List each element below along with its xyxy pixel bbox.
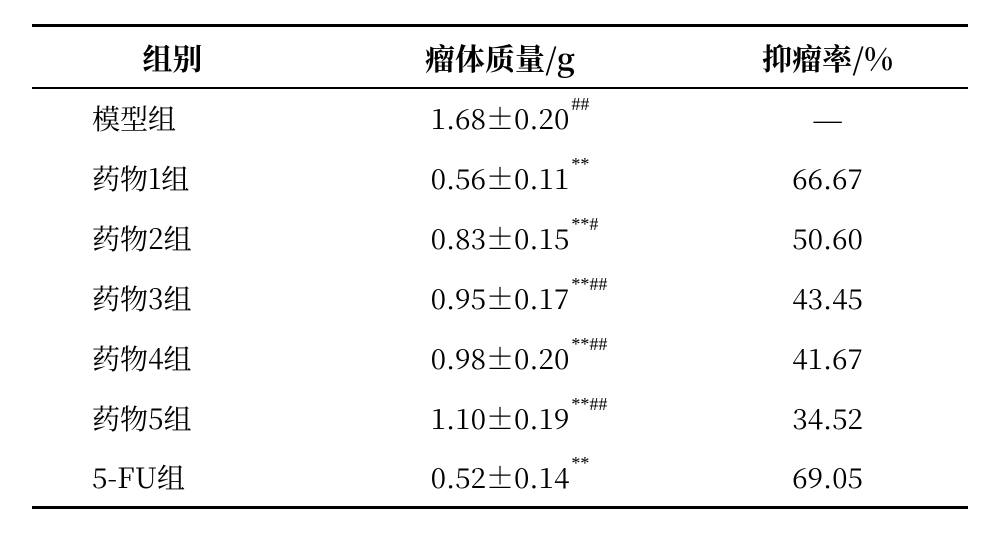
mass-text: 0.52±0.14 bbox=[431, 457, 570, 497]
mass-value: 1.10±0.19 **## bbox=[431, 404, 570, 432]
mass-sup: ## bbox=[571, 95, 589, 113]
cell-rate: 34.52 bbox=[687, 388, 968, 448]
mass-sup: **## bbox=[571, 275, 607, 293]
mass-value: 0.95±0.17 **## bbox=[431, 284, 570, 312]
cell-mass: 0.98±0.20 **## bbox=[313, 328, 687, 388]
mass-value: 0.83±0.15 **# bbox=[431, 224, 570, 252]
header-row: 组别 瘤体质量/g 抑瘤率/% bbox=[32, 26, 968, 88]
mass-sup: ** bbox=[571, 155, 589, 173]
mass-value: 0.98±0.20 **## bbox=[431, 344, 570, 372]
rate-value: — bbox=[814, 105, 842, 136]
cell-group: 模型组 bbox=[32, 88, 313, 148]
table-row: 药物3组 0.95±0.17 **## 43.45 bbox=[32, 268, 968, 328]
cell-mass: 0.52±0.14 ** bbox=[313, 448, 687, 508]
mass-sup: **## bbox=[571, 395, 607, 413]
rate-value: 43.45 bbox=[792, 278, 863, 318]
mass-sup: ** bbox=[571, 454, 589, 472]
cell-rate: 69.05 bbox=[687, 448, 968, 508]
mass-text: 0.83±0.15 bbox=[431, 218, 570, 258]
cell-group: 药物3组 bbox=[32, 268, 313, 328]
mass-text: 0.98±0.20 bbox=[431, 338, 570, 378]
header-mass: 瘤体质量/g bbox=[313, 26, 687, 88]
table-row: 5-FU组 0.52±0.14 ** 69.05 bbox=[32, 448, 968, 508]
cell-group: 药物4组 bbox=[32, 328, 313, 388]
table-body: 模型组 1.68±0.20 ## — 药物1组 0.56±0.11 ** bbox=[32, 88, 968, 508]
mass-text: 0.95±0.17 bbox=[431, 278, 570, 318]
table-row: 模型组 1.68±0.20 ## — bbox=[32, 88, 968, 148]
mass-value: 0.56±0.11 ** bbox=[431, 164, 570, 192]
rate-value: 66.67 bbox=[792, 158, 863, 198]
table-row: 药物2组 0.83±0.15 **# 50.60 bbox=[32, 208, 968, 268]
cell-rate: 50.60 bbox=[687, 208, 968, 268]
mass-value: 1.68±0.20 ## bbox=[431, 104, 570, 132]
header-group: 组别 bbox=[32, 26, 313, 88]
mass-value: 0.52±0.14 ** bbox=[431, 463, 570, 491]
mass-sup: **## bbox=[571, 335, 607, 353]
header-rate: 抑瘤率/% bbox=[687, 26, 968, 88]
tumor-table: 组别 瘤体质量/g 抑瘤率/% 模型组 1.68±0.20 ## — 药物1组 bbox=[32, 24, 968, 509]
cell-group: 药物1组 bbox=[32, 148, 313, 208]
rate-value: 41.67 bbox=[792, 338, 863, 378]
rate-value: 50.60 bbox=[792, 218, 863, 258]
table-row: 药物5组 1.10±0.19 **## 34.52 bbox=[32, 388, 968, 448]
table-row: 药物4组 0.98±0.20 **## 41.67 bbox=[32, 328, 968, 388]
cell-mass: 0.83±0.15 **# bbox=[313, 208, 687, 268]
cell-mass: 0.95±0.17 **## bbox=[313, 268, 687, 328]
rate-value: 69.05 bbox=[792, 457, 863, 497]
mass-sup: **# bbox=[571, 215, 598, 233]
mass-text: 1.10±0.19 bbox=[431, 398, 570, 438]
cell-mass: 1.10±0.19 **## bbox=[313, 388, 687, 448]
table-row: 药物1组 0.56±0.11 ** 66.67 bbox=[32, 148, 968, 208]
cell-rate: 41.67 bbox=[687, 328, 968, 388]
cell-rate: — bbox=[687, 88, 968, 148]
mass-text: 1.68±0.20 bbox=[431, 98, 570, 138]
cell-group: 5-FU组 bbox=[32, 448, 313, 508]
cell-rate: 66.67 bbox=[687, 148, 968, 208]
rate-value: 34.52 bbox=[792, 398, 863, 438]
cell-mass: 0.56±0.11 ** bbox=[313, 148, 687, 208]
cell-group: 药物5组 bbox=[32, 388, 313, 448]
cell-mass: 1.68±0.20 ## bbox=[313, 88, 687, 148]
cell-rate: 43.45 bbox=[687, 268, 968, 328]
cell-group: 药物2组 bbox=[32, 208, 313, 268]
mass-text: 0.56±0.11 bbox=[431, 158, 570, 198]
table-container: 组别 瘤体质量/g 抑瘤率/% 模型组 1.68±0.20 ## — 药物1组 bbox=[32, 24, 968, 509]
